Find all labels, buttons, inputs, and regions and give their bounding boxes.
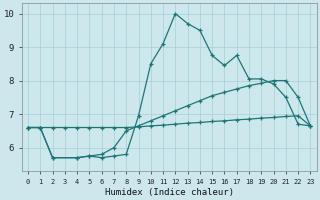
X-axis label: Humidex (Indice chaleur): Humidex (Indice chaleur) [105, 188, 234, 197]
